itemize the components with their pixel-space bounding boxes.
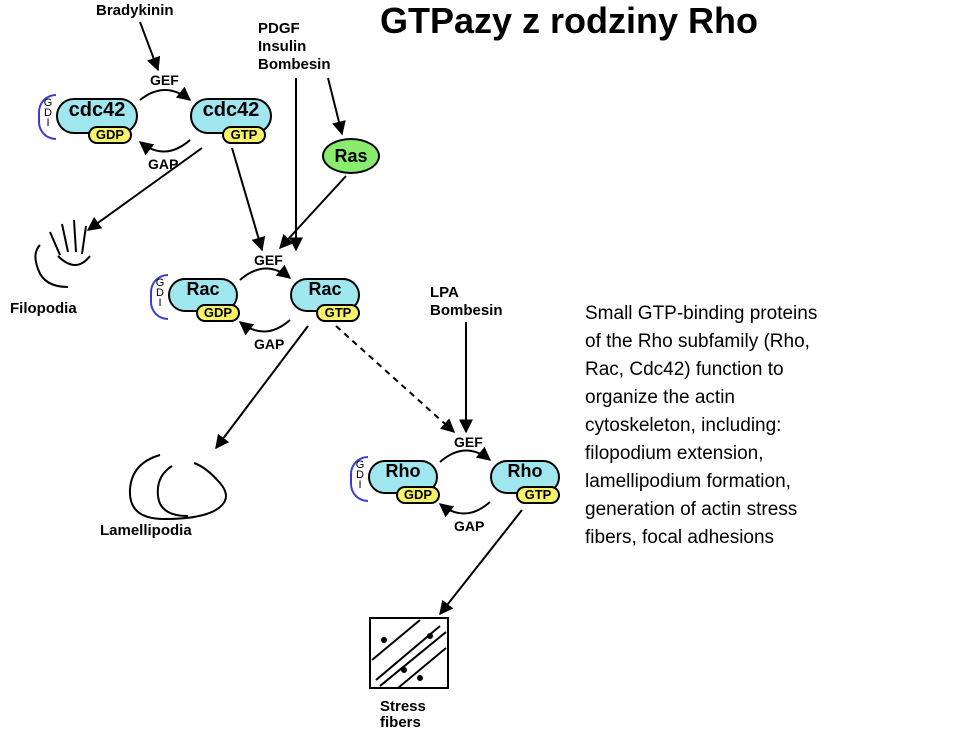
- caption-line: Small GTP-binding proteins: [585, 300, 945, 328]
- caption-line: filopodium extension,: [585, 440, 945, 468]
- ligand-bombesin-2: Bombesin: [430, 302, 503, 319]
- node-label: cdc42: [58, 100, 136, 121]
- ligand-lpa: LPA: [430, 284, 459, 301]
- caption-line: lamellipodium formation,: [585, 468, 945, 496]
- ligand-insulin: Insulin: [258, 38, 306, 55]
- node-label: cdc42: [192, 100, 270, 121]
- caption: Small GTP-binding proteins of the Rho su…: [585, 300, 945, 552]
- nt-rho-gdp: GDP: [396, 486, 440, 504]
- caption-line: of the Rho subfamily (Rho,: [585, 328, 945, 356]
- gap-cdc42: GAP: [148, 156, 178, 172]
- outcome-stress-2: fibers: [380, 714, 421, 731]
- caption-line: Rac, Cdc42) function to: [585, 356, 945, 384]
- ligand-bombesin: Bombesin: [258, 56, 331, 73]
- outcome-stress-1: Stress: [380, 698, 426, 715]
- gap-rac: GAP: [254, 336, 284, 352]
- caption-line: fibers, focal adhesions: [585, 524, 945, 552]
- gdi-rac: G D I: [150, 274, 168, 320]
- node-label: Rac: [170, 280, 236, 299]
- node-label: Rho: [492, 462, 558, 481]
- gef-rho: GEF: [454, 434, 483, 450]
- node-ras: Ras: [322, 138, 380, 174]
- gdi-rho: G D I: [350, 456, 368, 502]
- outcome-lamellipodia: Lamellipodia: [100, 522, 192, 539]
- caption-line: cytoskeleton, including:: [585, 412, 945, 440]
- caption-line: organize the actin: [585, 384, 945, 412]
- gef-rac: GEF: [254, 252, 283, 268]
- nt-rho-gtp: GTP: [516, 486, 560, 504]
- node-label: Rho: [370, 462, 436, 481]
- nt-rac-gdp: GDP: [196, 304, 240, 322]
- ligand-bradykinin: Bradykinin: [96, 2, 174, 19]
- nt-rac-gtp: GTP: [316, 304, 360, 322]
- gdi-letter: I: [358, 479, 361, 491]
- nt-cdc42-gdp: GDP: [88, 126, 132, 144]
- node-label: Ras: [334, 146, 367, 166]
- node-label: Rac: [292, 280, 358, 299]
- ligand-pdgf: PDGF: [258, 20, 300, 37]
- gef-cdc42: GEF: [150, 72, 179, 88]
- gap-rho: GAP: [454, 518, 484, 534]
- caption-line: generation of actin stress: [585, 496, 945, 524]
- nt-cdc42-gtp: GTP: [222, 126, 266, 144]
- gdi-letter: I: [158, 297, 161, 309]
- gdi-cdc42: G D I: [38, 94, 56, 140]
- gdi-letter: I: [46, 117, 49, 129]
- page-title: GTPazy z rodziny Rho: [380, 0, 758, 42]
- outcome-filopodia: Filopodia: [10, 300, 77, 317]
